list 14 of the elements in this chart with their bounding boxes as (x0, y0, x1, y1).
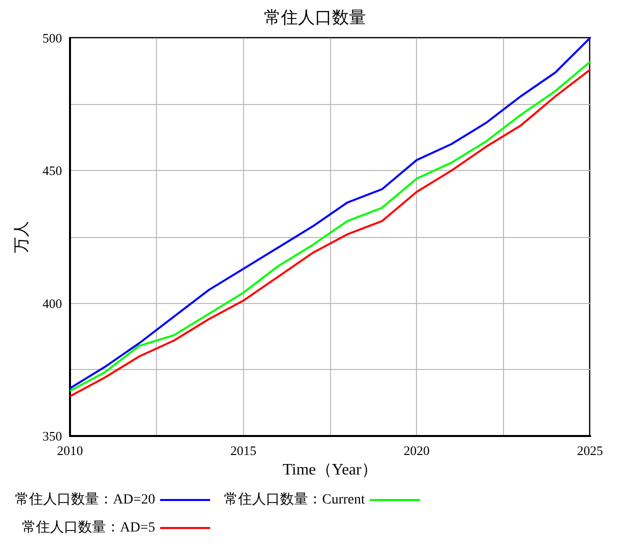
x-tick-label: 2020 (404, 443, 430, 458)
x-tick-label: 2025 (577, 443, 603, 458)
legend-label: 常住人口数量：AD=20 (14, 492, 156, 508)
y-axis-title: 万人 (14, 221, 30, 253)
legend-label: 常住人口数量：AD=5 (22, 520, 156, 536)
x-tick-label: 2015 (230, 443, 256, 458)
y-tick-label: 400 (42, 296, 62, 311)
y-tick-label: 500 (42, 30, 62, 46)
x-axis-title: Time（Year） (282, 461, 378, 478)
chart-title: 常住人口数量 (264, 8, 366, 27)
legend-label: 常住人口数量：Current (224, 492, 365, 508)
y-tick-label: 350 (42, 428, 62, 444)
x-tick-label: 2010 (57, 443, 83, 458)
y-tick-label: 450 (42, 163, 62, 178)
